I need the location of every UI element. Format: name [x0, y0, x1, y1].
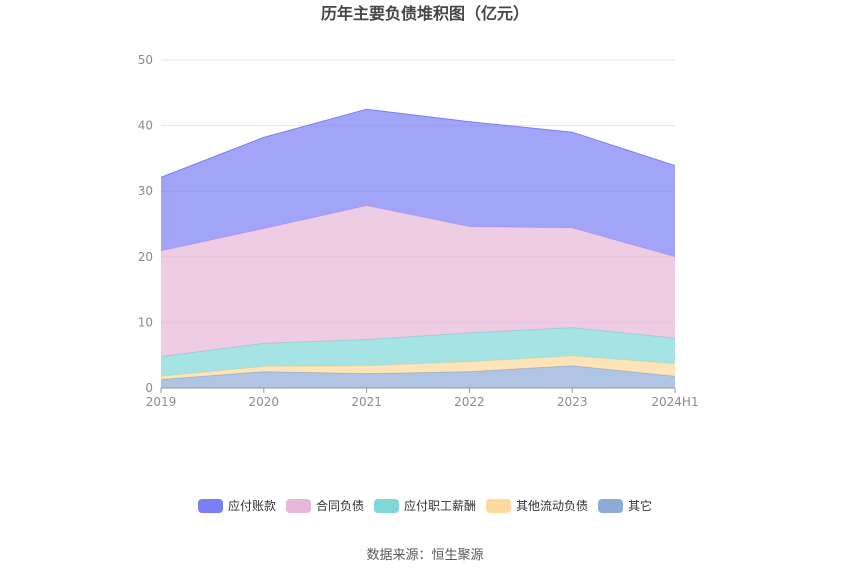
y-tick-label: 50 [138, 53, 153, 67]
chart-title: 历年主要负债堆积图（亿元） [321, 4, 529, 23]
legend-item-其它[interactable]: 其它 [598, 498, 652, 513]
y-tick-label: 0 [145, 381, 153, 395]
legend-swatch [374, 499, 399, 513]
legend-label: 合同负债 [316, 498, 364, 513]
legend-label: 应付账款 [228, 498, 276, 513]
area-edge-应付账款 [160, 108, 676, 178]
area-edge-应付职工薪酬 [160, 327, 676, 357]
data-source: 数据来源：恒生聚源 [366, 548, 483, 563]
legend-item-应付账款[interactable]: 应付账款 [198, 498, 276, 513]
legend-swatch [198, 499, 223, 513]
y-tick-label: 10 [138, 315, 153, 329]
area-series-group [160, 108, 676, 388]
y-tick-label: 20 [138, 250, 153, 264]
area-其他流动负债 [161, 355, 675, 380]
x-tick-label: 2024H1 [651, 395, 698, 409]
x-tick-label: 2020 [249, 395, 280, 409]
area-应付职工薪酬 [161, 327, 675, 377]
legend-item-合同负债[interactable]: 合同负债 [286, 498, 364, 513]
x-tick-label: 2023 [557, 395, 588, 409]
legend-swatch [598, 499, 623, 513]
x-tick-label: 2021 [351, 395, 382, 409]
legend[interactable]: 应付账款 合同负债 应付职工薪酬 其他流动负债 其它 [198, 498, 652, 513]
legend-item-其他流动负债[interactable]: 其他流动负债 [486, 499, 588, 513]
legend-label: 其它 [628, 498, 652, 513]
axes: 0 10 20 30 40 50 2019 2020 2021 2022 2023 2024H1 [138, 53, 699, 409]
area-应付账款 [161, 109, 675, 257]
legend-swatch [486, 499, 511, 513]
y-tick-label: 30 [138, 184, 153, 198]
legend-label: 应付职工薪酬 [404, 498, 476, 513]
area-合同负债 [161, 205, 675, 357]
x-tick-label: 2022 [454, 395, 485, 409]
legend-label: 其他流动负债 [516, 499, 588, 513]
legend-item-应付职工薪酬[interactable]: 应付职工薪酬 [374, 498, 476, 513]
y-tick-label: 40 [138, 119, 153, 133]
x-tick-label: 2019 [146, 395, 177, 409]
area-其它 [161, 365, 675, 388]
legend-swatch [286, 499, 311, 513]
